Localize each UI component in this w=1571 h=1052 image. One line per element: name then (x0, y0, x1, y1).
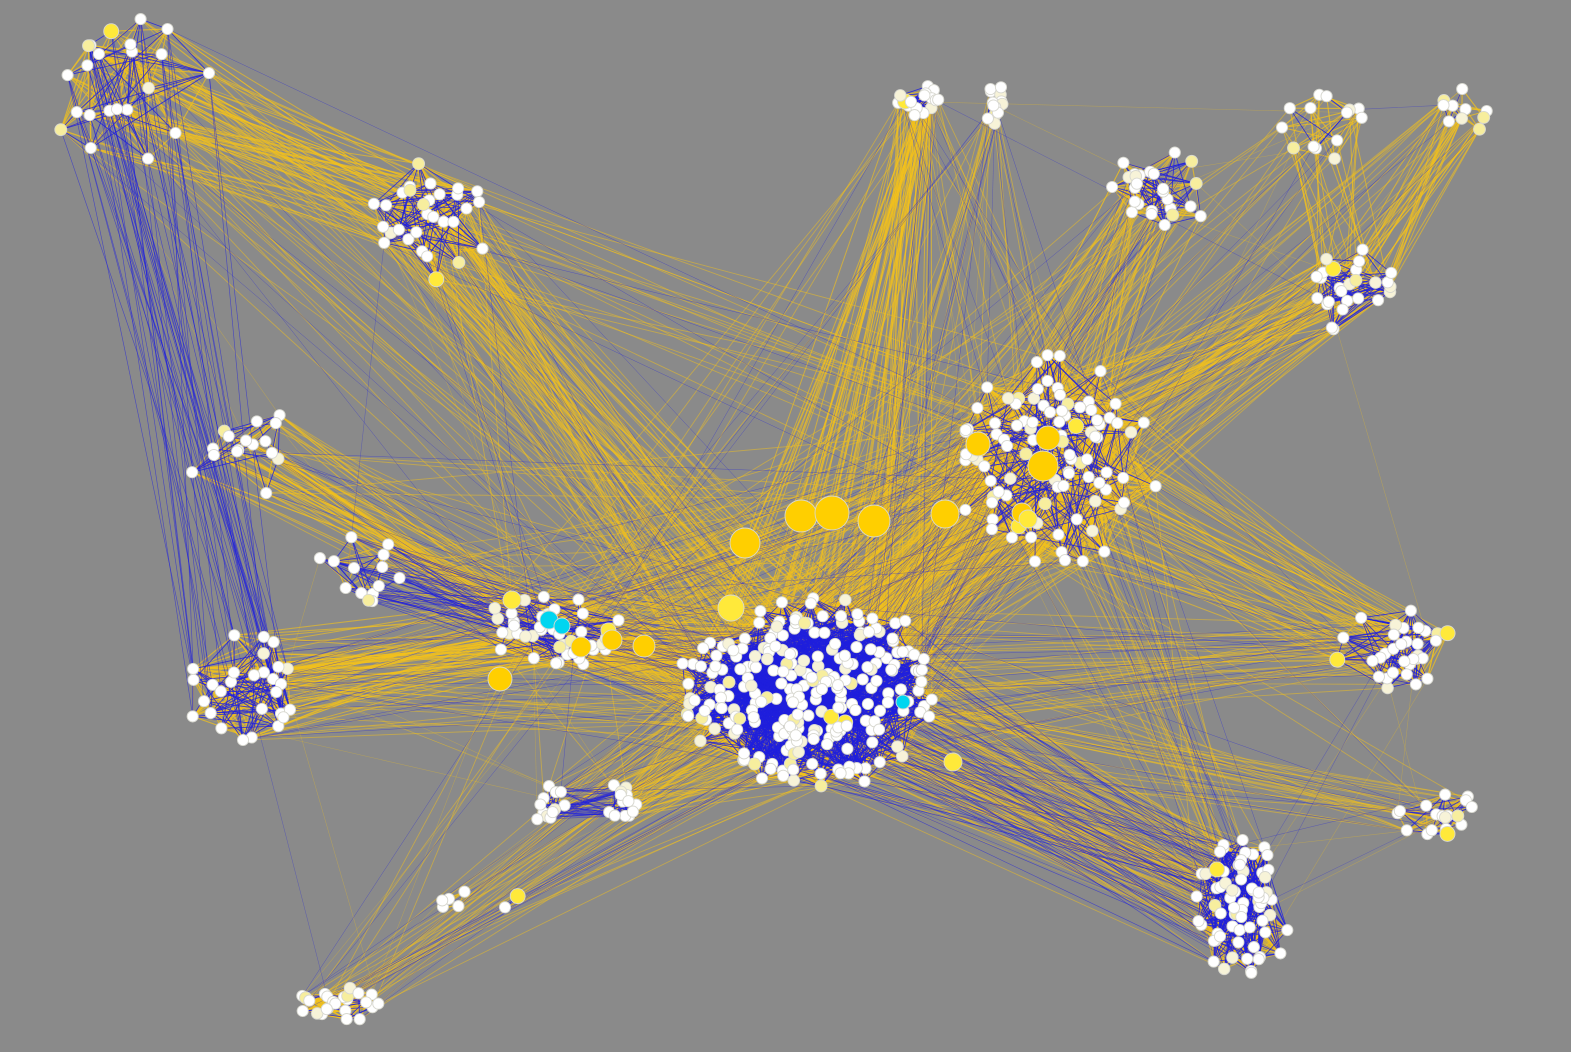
gold-edge (148, 87, 176, 134)
gold-edge (60, 45, 90, 130)
gold-edge (67, 74, 118, 110)
gold-edge (60, 65, 88, 130)
gold-edge (233, 641, 274, 673)
gold-edge (89, 31, 112, 116)
gold-edge (351, 536, 383, 568)
gold-edge (89, 53, 100, 116)
gold-edge (86, 65, 91, 116)
gold-edge (456, 194, 484, 249)
gold-edge (90, 44, 133, 53)
gold-edge (140, 18, 210, 74)
